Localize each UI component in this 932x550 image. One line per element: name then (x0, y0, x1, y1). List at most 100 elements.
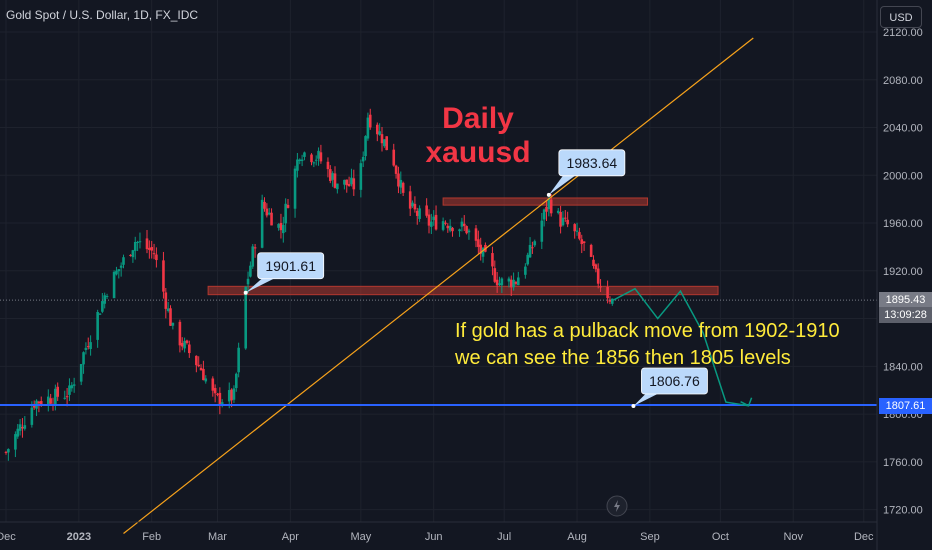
candle (498, 276, 501, 286)
candle (16, 423, 20, 439)
candle (368, 108, 372, 130)
currency-button[interactable]: USD (880, 6, 922, 28)
candle (446, 223, 450, 233)
price-callout: 1901.61 (243, 252, 325, 295)
candle (392, 143, 396, 167)
candle (270, 208, 273, 226)
candle (131, 249, 135, 263)
candle (136, 240, 139, 252)
candle (364, 135, 367, 161)
x-tick-label: Mar (208, 531, 227, 543)
candle (495, 272, 499, 293)
candle (460, 217, 464, 232)
candle (96, 309, 99, 348)
candle (493, 260, 497, 284)
candle (298, 158, 302, 165)
candle (385, 136, 388, 151)
candle (491, 246, 494, 276)
candle (524, 263, 527, 279)
candle (86, 337, 90, 350)
candle (155, 247, 158, 268)
candle (594, 263, 598, 273)
candle (35, 399, 38, 417)
candle (331, 171, 334, 187)
x-tick-label: 2023 (67, 531, 91, 543)
candle (556, 207, 560, 215)
candle (314, 155, 318, 166)
candle (474, 224, 478, 248)
candle (336, 183, 339, 194)
candle (352, 169, 356, 196)
x-tick-label: Sep (640, 531, 660, 543)
candle (564, 210, 567, 222)
candle (166, 301, 170, 313)
candle (434, 205, 438, 231)
candle (54, 384, 57, 411)
candle (237, 342, 240, 378)
projection-arrowhead (740, 397, 753, 407)
price-axis-background (877, 0, 932, 550)
candle (606, 280, 609, 304)
candle (573, 223, 576, 239)
x-tick-label: Aug (567, 531, 587, 543)
candle (171, 322, 175, 330)
reference-lines (0, 37, 877, 534)
candle (70, 382, 74, 392)
candle (279, 213, 283, 239)
candle (533, 239, 537, 248)
candle (148, 240, 151, 259)
candle (284, 198, 287, 233)
x-tick-label: Nov (783, 531, 803, 543)
candle (545, 200, 548, 221)
candle (244, 286, 247, 350)
candle (21, 418, 24, 438)
candle (310, 153, 313, 166)
candle (418, 205, 421, 222)
candle (542, 208, 546, 227)
candle (411, 200, 414, 208)
candle (380, 127, 384, 152)
candle (68, 378, 71, 402)
candle (185, 339, 189, 345)
chart-title: Gold Spot / U.S. Dollar, 1D, FX_IDC (6, 8, 199, 22)
candle (220, 399, 224, 408)
resistance-zone (207, 285, 719, 296)
candle (448, 219, 452, 233)
candle (235, 372, 238, 392)
x-tick-label: Dec (854, 531, 874, 543)
candle (277, 223, 280, 231)
candle (79, 363, 83, 386)
candle (265, 203, 269, 218)
candle (293, 165, 297, 218)
candle (162, 251, 165, 299)
candle (105, 293, 109, 299)
candle (303, 151, 306, 161)
candle (180, 337, 184, 351)
x-tick-label: Oct (712, 531, 729, 543)
countdown-tag: 13:09:28 (879, 307, 932, 323)
candle (514, 280, 518, 286)
y-tick-label: 2120.00 (883, 27, 923, 39)
candle (117, 269, 121, 279)
candle (319, 144, 323, 164)
chart-heading-line: xauusd (425, 136, 530, 169)
candle (204, 375, 208, 384)
candle (397, 166, 400, 194)
annotation-line: If gold has a pulback move from 1902-191… (455, 320, 840, 342)
candle (427, 209, 431, 234)
candle (350, 168, 353, 187)
candle (119, 262, 123, 277)
candle (267, 207, 271, 216)
y-tick-label: 2000.00 (883, 170, 923, 182)
candle (4, 450, 8, 455)
callout-label: 1901.61 (265, 258, 316, 274)
candle (89, 335, 92, 356)
candle (580, 234, 584, 254)
candle (479, 237, 482, 261)
y-tick-label: 2080.00 (883, 75, 923, 87)
chart-heading-line: Daily (442, 102, 514, 135)
candle (84, 342, 88, 355)
projection-path (611, 287, 753, 407)
annotation-line: we can see the 1856 then 1805 levels (454, 347, 791, 369)
